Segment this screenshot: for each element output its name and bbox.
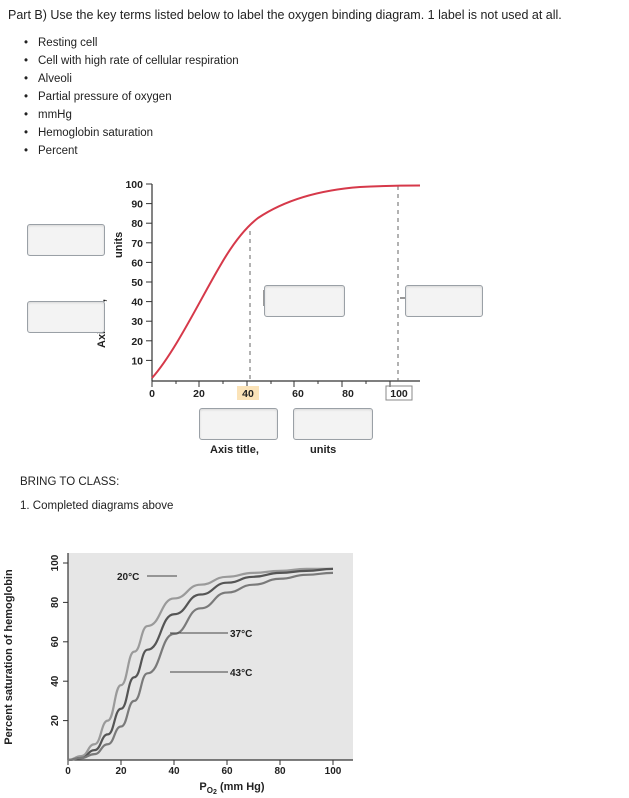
chart-x-tick-label: 80 [274, 766, 286, 777]
chart-y-tick-label: 20 [50, 715, 61, 727]
chart-x-tick-label: 20 [115, 766, 127, 777]
chart-x-label: PO2 (mm Hg) [199, 781, 264, 796]
bring-heading: BRING TO CLASS: [20, 476, 120, 488]
chart-x-tick-label: 60 [221, 766, 233, 777]
x-tick-label: 0 [149, 388, 155, 400]
x-tick-label: 100 [390, 388, 408, 400]
term-item: Resting cell [22, 34, 239, 52]
term-item: Percent [22, 142, 239, 160]
y-axis-units-partial: units [113, 232, 125, 258]
y-tick-label: 60 [131, 257, 143, 269]
chart-plot-bg [68, 553, 353, 760]
tick-100-box [385, 385, 413, 401]
y-tick-label: 20 [131, 336, 143, 348]
drop-box-resting-cell[interactable] [264, 285, 345, 317]
chart-y-tick-label: 40 [50, 675, 61, 687]
y-tick-label: 100 [125, 179, 143, 191]
red-saturation-curve [151, 184, 421, 379]
term-item: Hemoglobin saturation [22, 124, 239, 142]
y-tick-label: 70 [131, 238, 143, 250]
chart-series-line [67, 567, 333, 762]
x-axis-units: units [310, 444, 336, 456]
drop-box-y-upper[interactable] [27, 224, 105, 256]
term-item: Partial pressure of oxygen [22, 88, 239, 106]
chart-x-tick-label: 0 [65, 766, 71, 777]
term-item: Cell with high rate of cellular respirat… [22, 52, 239, 70]
x-tick-label: 60 [292, 388, 304, 400]
x-tick-label: 20 [193, 388, 205, 400]
chart-series-line [67, 567, 334, 762]
chart-series-label: 20°C [117, 572, 139, 583]
chart-series-label: 37°C [230, 629, 252, 640]
y-tick-label: 90 [131, 199, 143, 211]
x-tick-label: 80 [342, 388, 354, 400]
y-tick-label: 40 [131, 297, 143, 309]
y-tick-label: 80 [131, 218, 143, 230]
chart-y-tick-label: 80 [50, 596, 61, 608]
drop-box-x-units[interactable] [293, 408, 373, 440]
chart-y-tick-label: 60 [50, 636, 61, 648]
term-item: Alveoli [22, 70, 239, 88]
term-list: Resting cell Cell with high rate of cell… [22, 34, 239, 160]
x-tick-marks [151, 381, 391, 387]
chart-series-label: 43°C [230, 668, 252, 679]
chart-x-tick-label: 100 [325, 766, 342, 777]
x-axis-title: Axis title, [210, 444, 259, 456]
drop-box-y-lower[interactable] [27, 301, 105, 333]
term-item: mmHg [22, 106, 239, 124]
y-tick-marks [146, 183, 152, 361]
chart-y-tick-label: 100 [50, 554, 61, 571]
y-tick-label: 30 [131, 316, 143, 328]
bring-item: 1. Completed diagrams above [20, 500, 174, 512]
question-prompt: Part B) Use the key terms listed below t… [8, 8, 562, 22]
y-tick-label: 10 [131, 355, 143, 367]
chart-x-tick-label: 40 [168, 766, 180, 777]
drop-box-alveoli[interactable] [405, 285, 483, 317]
chart-series-line [67, 571, 334, 762]
highlight-tick-bg [237, 386, 259, 400]
drop-box-x-title[interactable] [199, 408, 278, 440]
chart-y-label: Percent saturation of hemoglobin [3, 569, 15, 745]
x-tick-label: 40 [242, 388, 254, 400]
y-tick-label: 50 [131, 277, 143, 289]
